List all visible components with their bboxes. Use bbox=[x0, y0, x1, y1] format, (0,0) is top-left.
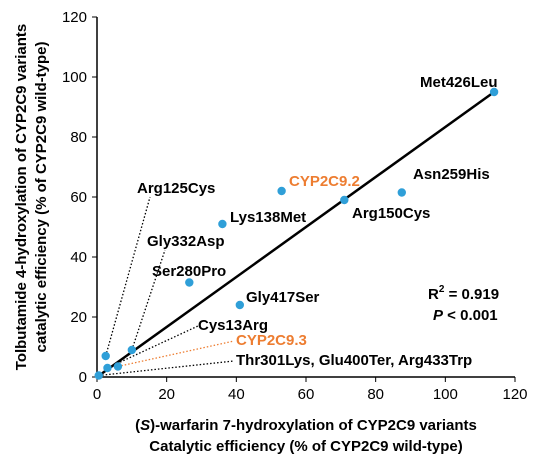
leader-line bbox=[105, 196, 151, 357]
point-label: Asn259His bbox=[413, 166, 490, 183]
y-axis-label-line1: Tolbutamide 4-hydroxylation of CYP2C9 va… bbox=[13, 24, 30, 370]
point-label: CYP2C9.3 bbox=[236, 332, 307, 349]
x-tick-label: 120 bbox=[502, 386, 527, 403]
x-tick-label: 100 bbox=[433, 386, 458, 403]
point-label: Lys138Met bbox=[230, 209, 306, 226]
y-tick-label: 0 bbox=[79, 369, 87, 386]
leader-line bbox=[107, 325, 199, 369]
y-tick-label: 100 bbox=[62, 69, 87, 86]
data-point bbox=[489, 87, 499, 97]
y-tick-label: 120 bbox=[62, 9, 87, 26]
y-axis-label-line2: catalytic efficiency (% of CYP2C9 wild-t… bbox=[33, 42, 50, 353]
x-axis-label-line1: (S)-warfarin 7-hydroxylation of CYP2C9 v… bbox=[135, 417, 477, 434]
point-label: CYP2C9.2 bbox=[289, 173, 360, 190]
data-point bbox=[127, 345, 137, 355]
data-point bbox=[397, 188, 406, 197]
data-point bbox=[103, 363, 112, 373]
point-label: Met426Leu bbox=[420, 74, 498, 91]
p-value-text: P < 0.001 bbox=[433, 307, 498, 324]
tick-layer: 0 20 40 60 80 100 120 0 20 40 60 80 100 120 bbox=[62, 9, 528, 403]
leader-lines bbox=[98, 196, 235, 377]
data-point bbox=[101, 351, 110, 361]
data-point bbox=[218, 219, 227, 229]
data-point bbox=[277, 186, 286, 196]
x-tick-label: 40 bbox=[228, 386, 245, 403]
data-point bbox=[94, 371, 103, 380]
point-label: Arg125Cys bbox=[137, 180, 215, 197]
data-point bbox=[235, 300, 245, 310]
leader-line bbox=[117, 340, 235, 368]
r-squared-text: R2 = 0.919 bbox=[428, 284, 499, 303]
axes bbox=[96, 17, 515, 378]
y-tick-label: 40 bbox=[70, 249, 87, 266]
x-tick-label: 80 bbox=[367, 386, 384, 403]
x-tick-label: 20 bbox=[158, 386, 175, 403]
x-tick-label: 60 bbox=[298, 386, 315, 403]
point-label: Gly332Asp bbox=[147, 233, 225, 250]
data-points bbox=[94, 87, 499, 380]
leader-line bbox=[98, 360, 235, 377]
y-tick-label: 20 bbox=[70, 309, 87, 326]
data-point bbox=[113, 362, 123, 371]
point-label: Gly417Ser bbox=[246, 289, 320, 306]
point-label: Cys13Arg bbox=[198, 317, 268, 334]
point-label: Thr301Lys, Glu400Ter, Arg433Trp bbox=[236, 352, 472, 369]
trendline bbox=[96, 90, 495, 379]
data-point bbox=[340, 195, 349, 205]
point-label: Arg150Cys bbox=[352, 205, 430, 222]
data-point bbox=[185, 278, 194, 287]
leader-line bbox=[131, 249, 166, 351]
x-tick-label: 0 bbox=[93, 386, 101, 403]
y-tick-label: 80 bbox=[70, 129, 87, 146]
x-axis-label-line2: Catalytic efficiency (% of CYP2C9 wild-t… bbox=[149, 438, 462, 455]
point-labels: Met426Leu CYP2C9.2 Asn259His Arg150Cys Lys13… bbox=[137, 74, 498, 369]
point-label: Ser280Pro bbox=[152, 263, 226, 280]
y-tick-label: 60 bbox=[70, 189, 87, 206]
stats-annotation: R2 = 0.919 P < 0.001 bbox=[428, 284, 499, 324]
